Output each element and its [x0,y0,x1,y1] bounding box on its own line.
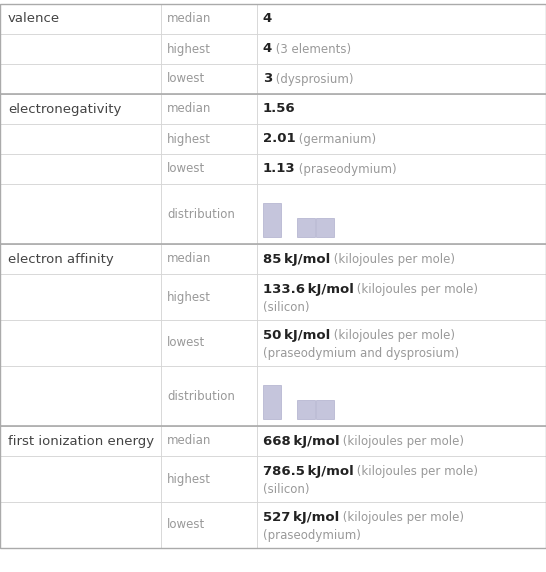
Text: 668 kJ/mol: 668 kJ/mol [263,435,339,447]
Text: electron affinity: electron affinity [8,252,114,265]
Bar [0,64,161,94]
Bar [0,244,161,274]
Bar [257,456,546,502]
Text: 133.6 kJ/mol: 133.6 kJ/mol [263,283,353,296]
Text: (silicon): (silicon) [263,301,309,314]
Text: (dysprosium): (dysprosium) [272,73,353,85]
Text: 786.5 kJ/mol: 786.5 kJ/mol [263,464,353,478]
Bar [0,184,161,244]
Bar [0,502,161,548]
Bar [161,320,257,366]
Bar [257,94,546,124]
Bar [316,400,334,419]
Text: highest: highest [167,42,211,55]
Text: 4: 4 [263,42,272,55]
Text: lowest: lowest [167,336,205,349]
Text: 527 kJ/mol: 527 kJ/mol [263,511,339,524]
Text: lowest: lowest [167,162,205,176]
Text: (silicon): (silicon) [263,483,309,496]
Text: valence: valence [8,13,60,26]
Bar [257,184,546,244]
Text: (kilojoules per mole): (kilojoules per mole) [330,252,455,265]
Bar [296,218,314,237]
Bar [257,4,546,34]
Text: (praseodymium): (praseodymium) [295,162,397,176]
Bar [161,244,257,274]
Bar [0,274,161,320]
Text: median: median [167,252,211,265]
Bar [257,426,546,456]
Bar [161,184,257,244]
Bar [257,274,546,320]
Bar [296,400,314,419]
Bar [161,64,257,94]
Text: distribution: distribution [167,390,235,403]
Bar [161,154,257,184]
Text: first ionization energy: first ionization energy [8,435,154,447]
Bar [0,94,161,124]
Bar [257,502,546,548]
Bar [263,202,281,237]
Text: (praseodymium): (praseodymium) [263,529,360,542]
Text: 50 kJ/mol: 50 kJ/mol [263,329,330,341]
Bar [0,426,161,456]
Bar [257,124,546,154]
Text: (kilojoules per mole): (kilojoules per mole) [353,464,478,478]
Bar [161,34,257,64]
Text: highest: highest [167,133,211,145]
Bar [161,426,257,456]
Text: electronegativity: electronegativity [8,102,121,116]
Bar [161,4,257,34]
Bar [0,456,161,502]
Text: (kilojoules per mole): (kilojoules per mole) [353,283,478,296]
Bar [257,64,546,94]
Text: 1.56: 1.56 [263,102,295,116]
Bar [257,366,546,426]
Text: (germanium): (germanium) [295,133,376,145]
Text: (praseodymium and dysprosium): (praseodymium and dysprosium) [263,347,459,360]
Text: 2.01: 2.01 [263,133,295,145]
Text: median: median [167,13,211,26]
Bar [0,366,161,426]
Text: lowest: lowest [167,73,205,85]
Bar [161,502,257,548]
Bar [257,320,546,366]
Text: 3: 3 [263,73,272,85]
Text: median: median [167,435,211,447]
Text: lowest: lowest [167,518,205,531]
Bar [316,218,334,237]
Bar [0,320,161,366]
Bar [263,384,281,419]
Text: 4: 4 [263,13,272,26]
Bar [161,456,257,502]
Bar [0,4,161,34]
Bar [0,154,161,184]
Bar [161,124,257,154]
Bar [0,34,161,64]
Text: median: median [167,102,211,116]
Bar [257,244,546,274]
Bar [161,94,257,124]
Bar [257,154,546,184]
Text: highest: highest [167,291,211,304]
Text: 85 kJ/mol: 85 kJ/mol [263,252,330,265]
Bar [257,34,546,64]
Text: distribution: distribution [167,208,235,220]
Text: (kilojoules per mole): (kilojoules per mole) [339,511,464,524]
Bar [161,366,257,426]
Text: highest: highest [167,472,211,486]
Bar [0,124,161,154]
Text: (3 elements): (3 elements) [272,42,351,55]
Text: (kilojoules per mole): (kilojoules per mole) [330,329,455,341]
Text: 1.13: 1.13 [263,162,295,176]
Bar [161,274,257,320]
Text: (kilojoules per mole): (kilojoules per mole) [339,435,464,447]
